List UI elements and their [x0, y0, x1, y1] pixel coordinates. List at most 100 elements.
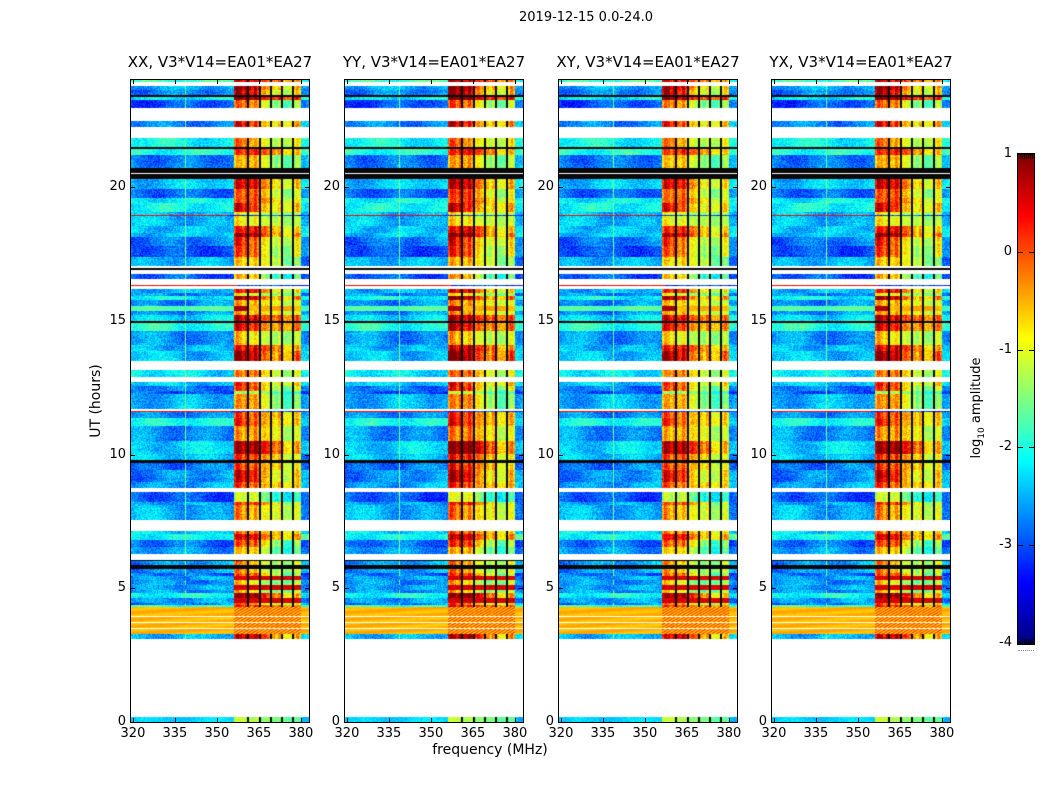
x-tick-label: 365 — [887, 726, 913, 741]
tick-mark — [514, 718, 516, 722]
panel-title: XX, V3*V14=EA01*EA27 — [127, 53, 313, 71]
x-tick-label: 380 — [288, 726, 314, 741]
tick-mark — [733, 320, 737, 322]
y-tick-label: 5 — [117, 580, 126, 596]
colorbar-label-suffix: amplitude — [969, 357, 985, 428]
y-tick-label: 5 — [758, 580, 767, 596]
tick-mark — [1018, 545, 1023, 547]
tick-mark — [774, 80, 775, 84]
y-axis-label: UT (hours) — [88, 364, 104, 438]
x-tick-label: 335 — [590, 726, 616, 741]
tick-mark — [644, 718, 646, 722]
tick-mark — [345, 320, 349, 322]
tick-mark — [733, 187, 737, 188]
x-tick-label: 365 — [246, 726, 272, 741]
tick-mark — [519, 320, 523, 322]
tick-mark — [602, 718, 604, 722]
panel-title: YY, V3*V14=EA01*EA27 — [342, 53, 526, 71]
tick-mark — [1018, 643, 1023, 644]
x-tick-label: 320 — [334, 726, 360, 741]
tick-mark — [733, 588, 737, 590]
colorbar-tick-label: 0 — [1003, 243, 1012, 259]
tick-mark — [559, 320, 563, 322]
tick-mark — [728, 718, 730, 722]
tick-mark — [559, 454, 563, 456]
tick-mark — [1029, 545, 1034, 547]
tick-mark — [305, 454, 309, 456]
tick-mark — [772, 320, 776, 322]
tick-mark — [216, 718, 218, 722]
y-tick-label: 15 — [109, 312, 126, 328]
colorbar-tick-label: -2 — [999, 439, 1012, 455]
tick-mark — [561, 80, 562, 84]
tick-mark — [774, 718, 775, 722]
tick-mark — [519, 454, 523, 456]
tick-mark — [131, 320, 135, 322]
x-tick-label: 365 — [674, 726, 700, 741]
tick-mark — [857, 718, 859, 722]
spectrogram-canvas — [131, 80, 309, 722]
colorbar-tick-label: -1 — [999, 341, 1012, 357]
y-tick-label: 15 — [323, 312, 340, 328]
spectrogram-panel — [558, 79, 738, 723]
spectrogram-panel — [130, 79, 310, 723]
y-tick-label: 5 — [331, 580, 340, 596]
tick-mark — [133, 718, 134, 722]
y-tick-label: 0 — [117, 714, 126, 729]
colorbar-canvas — [1018, 154, 1034, 644]
y-tick-label: 10 — [323, 446, 340, 462]
tick-mark — [430, 80, 432, 84]
tick-mark — [388, 80, 390, 84]
y-tick-label: 0 — [331, 714, 340, 729]
tick-mark — [345, 454, 349, 456]
tick-mark — [941, 80, 943, 84]
tick-mark — [519, 187, 523, 188]
tick-mark — [857, 80, 859, 84]
tick-mark — [686, 718, 688, 722]
tick-mark — [305, 588, 309, 590]
y-tick-label: 10 — [750, 446, 767, 462]
x-tick-label: 350 — [845, 726, 871, 741]
tick-mark — [430, 718, 432, 722]
tick-mark — [899, 80, 901, 84]
x-axis-label: frequency (MHz) — [432, 742, 548, 758]
x-tick-label: 380 — [502, 726, 528, 741]
tick-mark — [815, 718, 817, 722]
tick-mark — [1018, 349, 1023, 351]
tick-mark — [345, 588, 349, 590]
tick-mark — [258, 718, 260, 722]
x-tick-label: 320 — [548, 726, 574, 741]
panel-title: YX, V3*V14=EA01*EA27 — [769, 53, 953, 71]
tick-mark — [472, 718, 474, 722]
tick-mark — [559, 187, 563, 188]
tick-mark — [1018, 251, 1023, 253]
tick-mark — [131, 454, 135, 456]
tick-mark — [519, 588, 523, 590]
y-tick-label: 5 — [545, 580, 554, 596]
spectrogram-panel — [771, 79, 951, 723]
x-tick-label: 320 — [120, 726, 146, 741]
spectrogram-panel — [344, 79, 524, 723]
tick-mark — [899, 718, 901, 722]
tick-mark — [602, 80, 604, 84]
y-tick-label: 20 — [109, 179, 126, 194]
tick-mark — [1018, 154, 1023, 155]
tick-mark — [733, 454, 737, 456]
y-tick-label: 15 — [750, 312, 767, 328]
tick-mark — [519, 722, 523, 723]
tick-mark — [772, 588, 776, 590]
panel-title: XY, V3*V14=EA01*EA27 — [556, 53, 740, 71]
tick-mark — [131, 187, 135, 188]
tick-mark — [686, 80, 688, 84]
y-tick-label: 20 — [537, 179, 554, 194]
tick-mark — [644, 80, 646, 84]
tick-mark — [946, 588, 950, 590]
tick-mark — [1029, 447, 1034, 449]
tick-mark — [946, 187, 950, 188]
tick-mark — [347, 718, 348, 722]
tick-mark — [131, 588, 135, 590]
tick-mark — [559, 588, 563, 590]
x-tick-label: 335 — [803, 726, 829, 741]
tick-mark — [946, 320, 950, 322]
